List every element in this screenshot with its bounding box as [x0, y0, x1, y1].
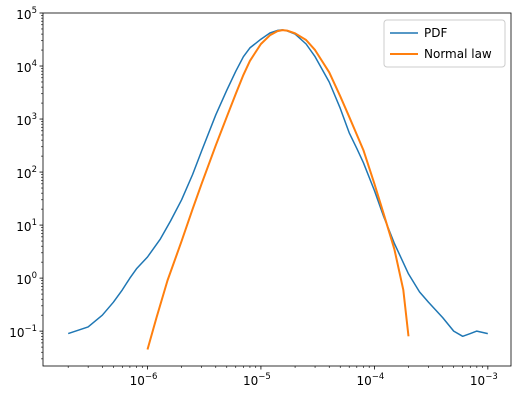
series-layer: [67, 29, 488, 350]
x-tick-label: 10−4: [356, 372, 384, 388]
y-tick-label: 101: [16, 218, 37, 234]
y-tick-label: 103: [16, 112, 37, 128]
x-tick-label: 10−5: [243, 372, 271, 388]
y-tick-label: 104: [16, 59, 37, 75]
x-tick-label: 10−6: [130, 372, 158, 388]
y-tick-label: 10−1: [9, 324, 37, 340]
legend: PDF Normal law: [383, 19, 506, 68]
plot-frame: [42, 12, 512, 367]
x-axis: 10−6 10−5 10−4 10−3: [67, 366, 498, 388]
legend-label-normal-law: Normal law: [424, 47, 492, 61]
y-tick-label: 100: [16, 271, 37, 287]
series-line-normal-law: [146, 29, 410, 350]
y-axis: 10−1 100 101 102 103 104 105: [9, 6, 43, 360]
legend-label-pdf: PDF: [424, 26, 447, 40]
x-tick-label: 10−3: [470, 372, 498, 388]
y-tick-label: 105: [16, 6, 37, 22]
legend-frame: [383, 19, 506, 68]
y-tick-label: 102: [16, 165, 37, 181]
